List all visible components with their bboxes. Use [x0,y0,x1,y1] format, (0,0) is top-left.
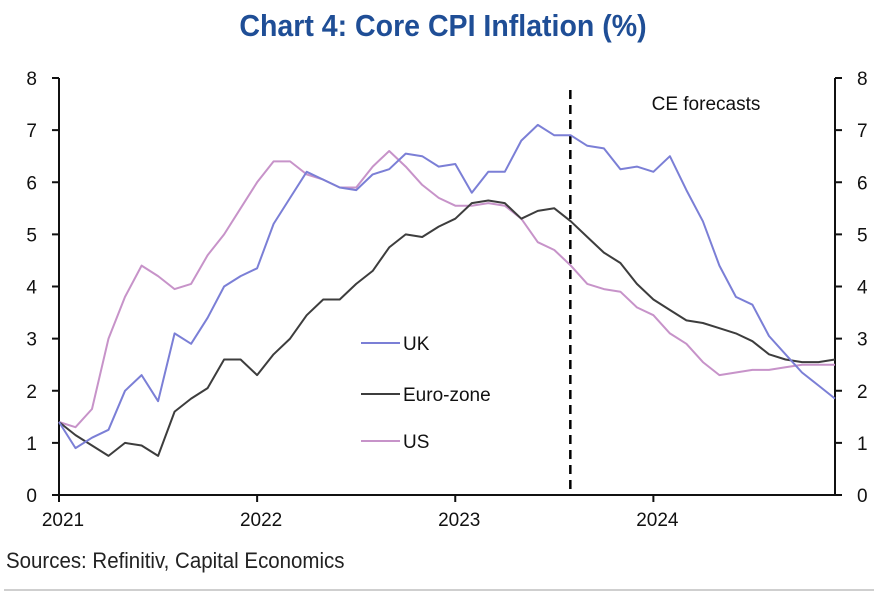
series-line-us [58,150,835,429]
y-tick-label-right: 2 [857,382,868,403]
y-tick-label-left: 3 [26,330,37,351]
y-tick-label-right: 8 [857,69,868,90]
legend-label: Euro-zone [403,385,491,406]
bottom-divider [4,589,874,591]
y-tick-label-right: 5 [857,225,868,246]
series-line-euro-zone [58,199,836,457]
y-tick-label-left: 5 [26,225,37,246]
y-tick-label-right: 1 [857,434,868,455]
y-tick-label-right: 7 [857,121,868,142]
x-tick-label: 2024 [636,510,679,531]
forecast-label: CE forecasts [652,94,761,115]
legend-item: Euro-zone [361,385,491,406]
y-tick-label-left: 0 [26,486,37,507]
y-tick-label-right: 6 [857,173,868,194]
legend: UK Euro-zone US [361,334,491,453]
series-group [58,123,836,457]
y-tick-label-left: 8 [26,69,37,90]
legend-label: US [403,432,429,453]
axes: 0 1 2 3 4 5 6 7 8 0 1 2 3 4 5 6 7 8 2021 2022 2023 2024 [26,69,868,531]
legend-item: US [361,432,429,453]
x-tick-label: 2021 [42,510,84,531]
y-tick-label-left: 4 [26,278,37,299]
y-tick-label-left: 7 [26,121,37,142]
legend-label: UK [403,334,430,355]
y-tick-label-right: 0 [857,486,868,507]
sources-note: Sources: Refinitiv, Capital Economics [6,548,345,573]
y-tick-label-left: 1 [26,434,37,455]
y-tick-label-right: 3 [857,330,868,351]
series-line-uk [58,123,836,450]
y-tick-label-left: 2 [26,382,37,403]
x-tick-label: 2023 [438,510,480,531]
forecast-marker: CE forecasts [569,90,761,495]
line-chart: 0 1 2 3 4 5 6 7 8 0 1 2 3 4 5 6 7 8 2021 2022 2023 2024 CE fo… [26,69,868,531]
legend-item: UK [361,334,430,355]
y-tick-label-right: 4 [857,278,868,299]
y-tick-label-left: 6 [26,173,37,194]
x-tick-label: 2022 [240,510,282,531]
chart-title: Chart 4: Core CPI Inflation (%) [239,8,647,43]
